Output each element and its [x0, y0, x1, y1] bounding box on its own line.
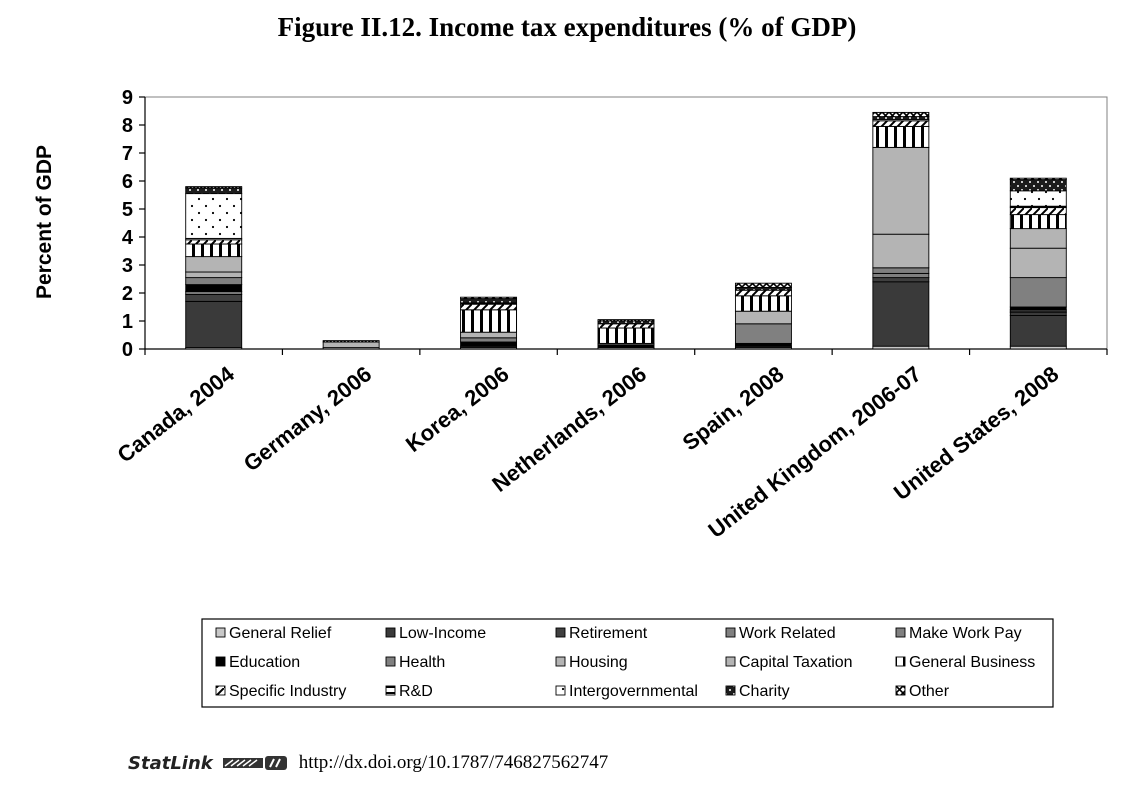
bar-segment — [185, 277, 243, 286]
bar-segment — [1009, 177, 1067, 181]
statlink: StatLink http://dx.doi.org/10.1787/74682… — [128, 748, 608, 778]
statlink-badge-icon — [222, 756, 287, 770]
bar-segment — [185, 293, 243, 302]
legend-swatch — [895, 627, 906, 638]
legend-swatch — [555, 627, 566, 638]
bar-segment — [460, 341, 518, 347]
bar-segment — [872, 111, 930, 118]
legend-label: Low-Income — [399, 625, 486, 642]
bar-segment — [872, 120, 930, 127]
y-tick-label: 2 — [122, 283, 133, 305]
bar-segment — [872, 233, 930, 269]
bar-segment — [597, 327, 655, 344]
bar-segment — [460, 309, 518, 333]
bar-segment — [1009, 314, 1067, 347]
legend-swatch — [215, 656, 226, 667]
plot-area — [144, 96, 1108, 350]
bar-segment — [872, 146, 930, 235]
legend-label: Health — [399, 654, 445, 671]
x-category-label: Germany, 2006 — [239, 361, 376, 476]
legend-swatch — [385, 685, 396, 696]
legend-label: Other — [909, 683, 950, 700]
y-axis-label: Percent of GDP — [33, 145, 56, 299]
stacked-bar-chart: 0 1 2 3 4 5 6 7 8 9 Percent of GDP Canada, 2004 Ger… — [33, 87, 1108, 708]
chart-title: Figure II.12. Income tax expenditures (%… — [277, 12, 857, 42]
legend-swatch — [385, 656, 396, 667]
bar-segment — [734, 282, 792, 288]
legend-label: Make Work Pay — [909, 625, 1022, 642]
bar-segment — [185, 187, 243, 195]
legend-label: Housing — [569, 654, 628, 671]
bar-segment — [734, 323, 792, 344]
bar-segment — [734, 310, 792, 325]
bar-segment — [185, 284, 243, 293]
y-tick-label: 1 — [122, 311, 133, 333]
bar-segment — [460, 296, 518, 300]
legend-label: Education — [229, 654, 300, 671]
legend-swatch — [215, 627, 226, 638]
bar-segment — [1009, 179, 1067, 192]
bar-segment — [460, 337, 518, 343]
y-tick-label: 9 — [122, 87, 133, 109]
legend-label: Work Related — [739, 625, 836, 642]
bar-segment — [1009, 228, 1067, 249]
bar-segment — [872, 267, 930, 274]
bar-segment — [185, 271, 243, 279]
bar-segment — [1009, 277, 1067, 308]
bar-segment — [872, 281, 930, 347]
legend-label: Charity — [739, 683, 790, 700]
bar-segment — [185, 300, 243, 349]
legend-swatch — [555, 685, 566, 696]
y-tick-label: 5 — [122, 199, 133, 221]
statlink-logo: StatLink — [128, 752, 213, 774]
bar-segment — [1009, 207, 1067, 216]
bar-segment — [872, 125, 930, 148]
y-tick-label: 8 — [122, 115, 133, 137]
legend-swatch — [725, 627, 736, 638]
bar-segment — [597, 323, 655, 329]
bar-segment — [1009, 214, 1067, 230]
legend-swatch — [215, 685, 226, 696]
legend-label: Capital Taxation — [739, 654, 853, 671]
statlink-url[interactable]: http://dx.doi.org/10.1787/746827562747 — [298, 752, 609, 773]
x-category-label: Korea, 2006 — [401, 361, 514, 457]
y-tick-label: 3 — [122, 255, 133, 277]
bar-segment — [460, 298, 518, 304]
legend-swatch — [725, 685, 736, 696]
y-tick-label: 4 — [122, 227, 134, 249]
bar-segment — [185, 186, 243, 189]
bar-segment — [1009, 247, 1067, 279]
bar-segment — [872, 277, 930, 283]
legend-label: General Business — [909, 654, 1035, 671]
bar-segment — [460, 331, 518, 339]
legend-label: General Relief — [229, 625, 332, 642]
bar-segment — [322, 340, 380, 343]
y-tick-label: 6 — [122, 171, 133, 193]
legend-swatch — [895, 685, 906, 696]
x-category-label: Canada, 2004 — [113, 361, 240, 468]
bar-segment — [1009, 190, 1067, 207]
bar-segment — [460, 303, 518, 311]
legend-box — [201, 618, 1054, 708]
legend-swatch — [555, 656, 566, 667]
legend-label: Retirement — [569, 625, 648, 642]
legend-label: Intergovernmental — [569, 683, 698, 700]
legend-label: Specific Industry — [229, 683, 346, 700]
bar-segment — [734, 289, 792, 297]
bar-segment — [185, 243, 243, 258]
legend-swatch — [895, 656, 906, 667]
bar-segment — [872, 272, 930, 279]
y-tick-label: 7 — [122, 143, 133, 165]
x-category-label: Spain, 2008 — [678, 361, 789, 455]
y-tick-label: 0 — [122, 339, 133, 361]
bar-segment — [322, 341, 380, 349]
bar-segment — [185, 239, 243, 245]
legend-label: R&D — [399, 683, 433, 700]
bar-segment — [597, 319, 655, 322]
bar-segment — [734, 295, 792, 312]
legend-swatch — [725, 656, 736, 667]
bar-segment — [185, 256, 243, 273]
bar-segment — [185, 193, 243, 239]
legend-swatch — [385, 627, 396, 638]
